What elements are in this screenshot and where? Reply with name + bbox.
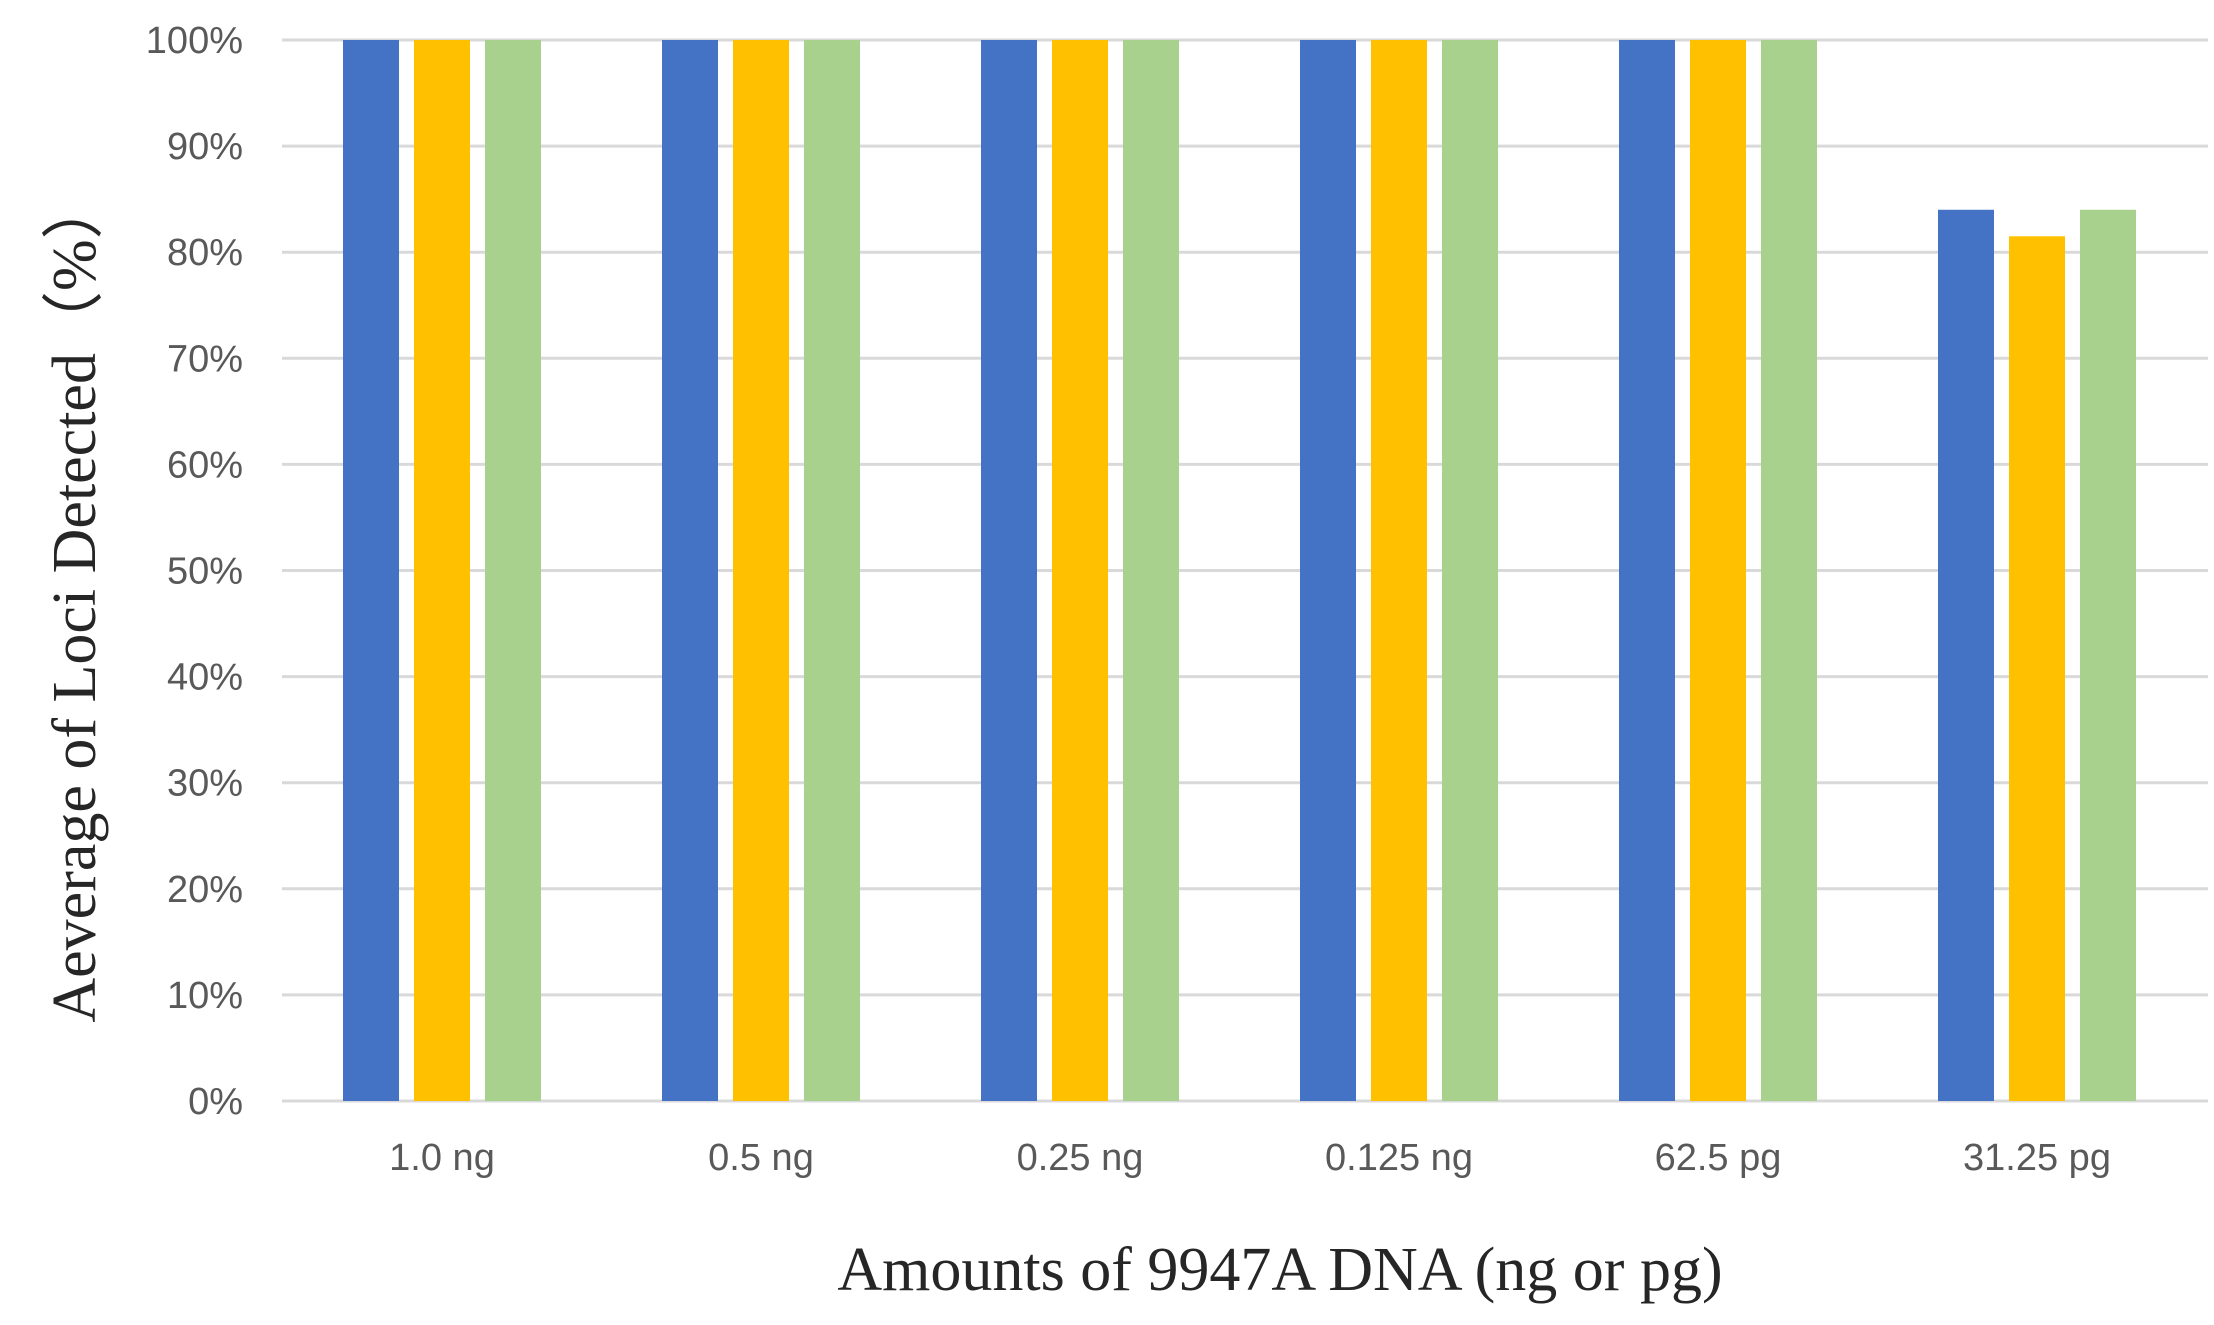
y-tick-label: 80%	[167, 232, 243, 274]
bar	[1123, 40, 1179, 1101]
gridlines	[282, 38, 2208, 1103]
x-tick-label: 31.25 pg	[1963, 1137, 2111, 1179]
bar	[1690, 40, 1746, 1101]
bar	[2009, 236, 2065, 1101]
bar	[1761, 40, 1817, 1101]
y-tick-label: 100%	[146, 20, 243, 62]
y-tick-label: 60%	[167, 444, 243, 486]
x-tick-label: 1.0 ng	[389, 1137, 495, 1179]
bar	[1300, 40, 1356, 1101]
x-tick-label: 0.25 ng	[1017, 1137, 1144, 1179]
x-axis-ticks: 1.0 ng 0.5 ng 0.25 ng 0.125 ng 62.5 pg 31.25 …	[389, 1137, 2111, 1179]
bar	[804, 40, 860, 1101]
y-tick-label: 90%	[167, 126, 243, 168]
y-tick-label: 0%	[188, 1081, 243, 1123]
x-axis-title: Amounts of 9947A DNA (ng or pg)	[837, 1236, 1722, 1304]
bar	[343, 40, 399, 1101]
x-tick-label: 0.5 ng	[708, 1137, 814, 1179]
y-tick-label: 40%	[167, 657, 243, 699]
bar	[1938, 209, 1994, 1101]
bar	[1442, 40, 1498, 1101]
bar	[2080, 209, 2136, 1101]
bar	[1371, 40, 1427, 1101]
x-tick-label: 62.5 pg	[1655, 1137, 1782, 1179]
y-tick-label: 30%	[167, 763, 243, 805]
bar	[1619, 40, 1675, 1101]
bar	[733, 40, 789, 1101]
bar	[1052, 40, 1108, 1101]
bar	[981, 40, 1037, 1101]
x-tick-label: 0.125 ng	[1325, 1137, 1473, 1179]
y-tick-label: 10%	[167, 975, 243, 1017]
y-tick-label: 70%	[167, 338, 243, 380]
y-tick-label: 20%	[167, 869, 243, 911]
bar	[485, 40, 541, 1101]
y-axis-ticks: 0% 10% 20% 30% 40% 50% 60% 70% 80% 90% 100%	[146, 20, 243, 1123]
bar	[662, 40, 718, 1101]
y-tick-label: 50%	[167, 551, 243, 593]
bar	[414, 40, 470, 1101]
y-axis-title: Aeverage of Loci Detected（%）	[41, 177, 109, 1022]
bars	[343, 40, 2136, 1101]
